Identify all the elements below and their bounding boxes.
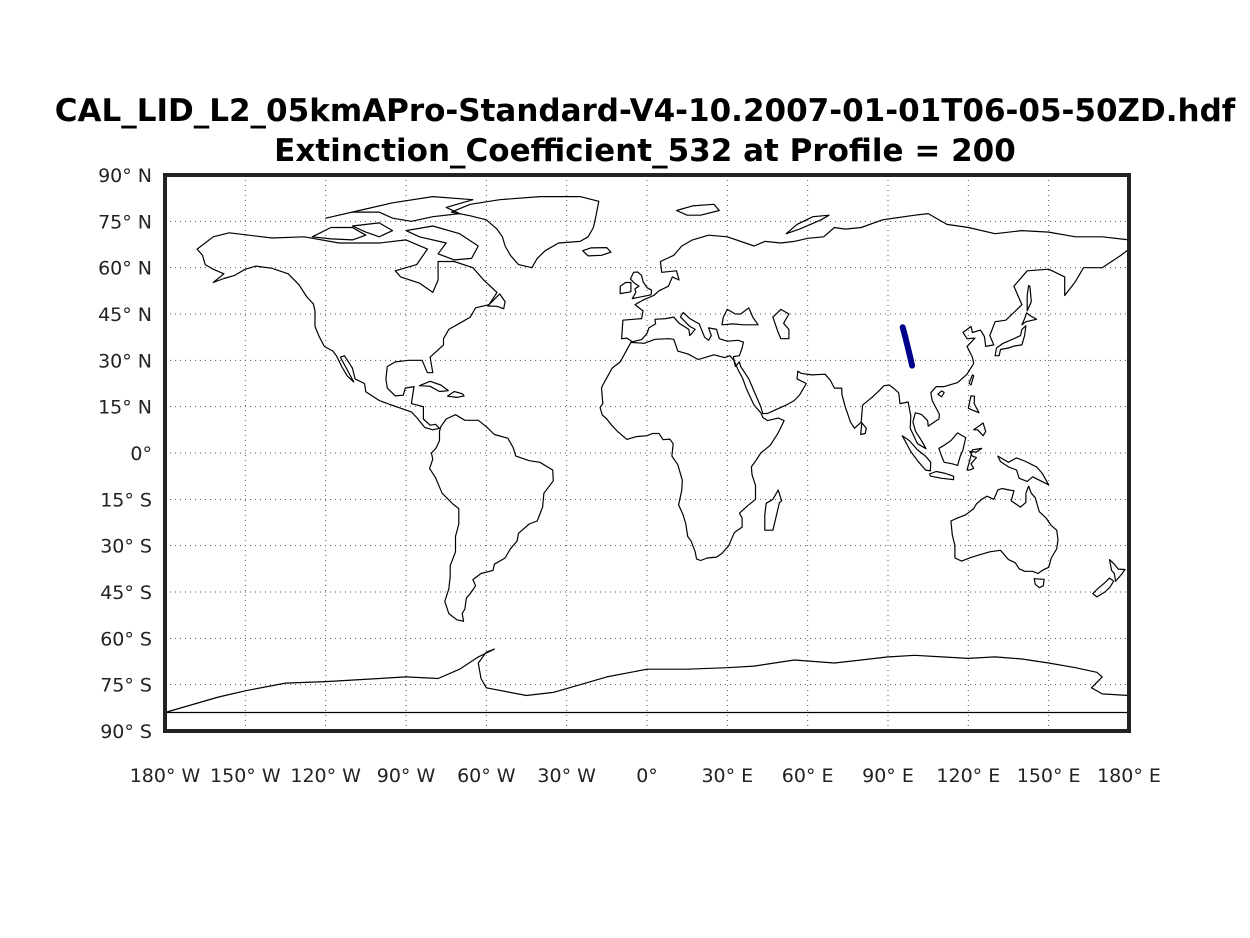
coastline-path — [1033, 578, 1045, 589]
lon-tick-label: 120° W — [290, 765, 361, 787]
lon-tick-label: 180° E — [1097, 765, 1161, 787]
lon-tick-label: 30° E — [701, 765, 753, 787]
coastline-path — [938, 432, 967, 466]
lon-tick-label: 60° E — [782, 765, 834, 787]
coastline-path — [950, 485, 1059, 575]
latitude-tick-labels: 90° N 75° N 60° N 45° N 30° N 15° N 0° 15° S 30°… — [98, 165, 152, 743]
lon-tick-label: 150° E — [1017, 765, 1081, 787]
coastline-path — [937, 390, 945, 398]
coastline-path — [196, 232, 498, 431]
coastline-path — [351, 222, 394, 238]
coastline-path — [621, 213, 1130, 450]
coastline-path — [675, 203, 720, 216]
lat-tick-label: 30° N — [98, 350, 152, 372]
gridlines — [164, 174, 1130, 732]
coastline-path — [973, 422, 987, 437]
lat-tick-label: 90° S — [100, 721, 152, 743]
lat-tick-label: 75° N — [98, 211, 152, 233]
lat-tick-label: 15° S — [100, 489, 152, 511]
coastline-path — [311, 226, 367, 241]
lat-tick-label: 0° — [130, 443, 152, 465]
lat-tick-label: 60° S — [100, 628, 152, 650]
lon-tick-label: 180° W — [130, 765, 201, 787]
coastline-path — [966, 447, 983, 471]
lon-tick-label: 90° W — [377, 765, 436, 787]
coastline-path — [721, 307, 759, 326]
lon-tick-label: 90° E — [862, 765, 914, 787]
track-point — [905, 343, 911, 349]
track-point — [900, 324, 906, 330]
coastline-path — [164, 648, 1130, 714]
coastline-path — [405, 225, 479, 261]
lon-tick-label: 30° W — [537, 765, 596, 787]
track-point — [907, 353, 913, 359]
coastline-path — [901, 435, 932, 472]
coastline-path — [785, 214, 830, 235]
coastline-path — [582, 247, 612, 257]
lat-tick-label: 15° N — [98, 397, 152, 419]
coastline-path — [1108, 559, 1126, 582]
lat-tick-label: 90° N — [98, 165, 152, 187]
track-point — [902, 333, 908, 339]
coastline-path — [325, 196, 474, 222]
title-line-1: CAL_LID_L2_05kmAPro-Standard-V4-10.2007-… — [54, 93, 1236, 129]
coastline-path — [997, 455, 1050, 486]
lon-tick-label: 0° — [636, 765, 658, 787]
lat-tick-label: 75° S — [100, 675, 152, 697]
coastline-path — [1092, 577, 1115, 598]
coastline-path — [418, 380, 449, 393]
coastline-path — [450, 196, 600, 269]
longitude-tick-labels: 180° W 150° W 120° W 90° W 60° W 30° W 0° 30° E… — [130, 765, 1161, 787]
coastline-path — [967, 395, 980, 414]
lon-tick-label: 120° E — [936, 765, 1000, 787]
coastline-path — [1026, 285, 1032, 312]
track-point — [909, 363, 915, 369]
coastline-path — [860, 422, 867, 436]
coastline-path — [772, 308, 790, 340]
lon-tick-label: 60° W — [457, 765, 516, 787]
coastline-path — [619, 281, 632, 295]
lat-tick-label: 45° N — [98, 304, 152, 326]
coastline-path — [487, 293, 506, 310]
coastline-path — [429, 414, 554, 622]
coastline-path — [1021, 312, 1038, 326]
coastline-path — [928, 470, 955, 481]
lat-tick-label: 45° S — [100, 582, 152, 604]
lat-tick-label: 30° S — [100, 536, 152, 558]
map-frame — [163, 173, 1131, 733]
coastline-path — [764, 489, 783, 531]
coastline-path — [446, 390, 465, 398]
coastlines — [164, 196, 1130, 714]
coastline-path — [629, 271, 653, 300]
extinction-track — [899, 324, 916, 369]
coastline-path — [599, 338, 785, 562]
coastline-path — [994, 325, 1027, 357]
title-line-2: Extinction_Coefficient_532 at Profile = … — [274, 133, 1016, 169]
lat-tick-label: 60° N — [98, 258, 152, 280]
lon-tick-label: 150° W — [210, 765, 281, 787]
coastline-path — [968, 374, 975, 386]
